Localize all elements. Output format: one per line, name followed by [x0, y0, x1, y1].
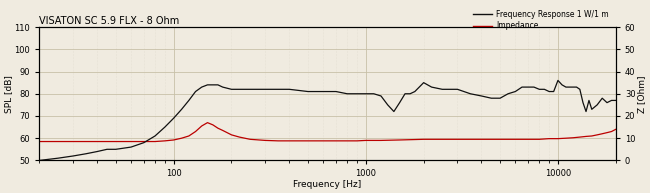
Y-axis label: SPL [dB]: SPL [dB]: [4, 75, 13, 113]
X-axis label: Frequency [Hz]: Frequency [Hz]: [293, 180, 361, 189]
Y-axis label: Z [Ohm]: Z [Ohm]: [637, 75, 646, 113]
Text: VISATON SC 5.9 FLX - 8 Ohm: VISATON SC 5.9 FLX - 8 Ohm: [40, 16, 179, 26]
Legend: Frequency Response 1 W/1 m, Impedance: Frequency Response 1 W/1 m, Impedance: [471, 7, 612, 33]
